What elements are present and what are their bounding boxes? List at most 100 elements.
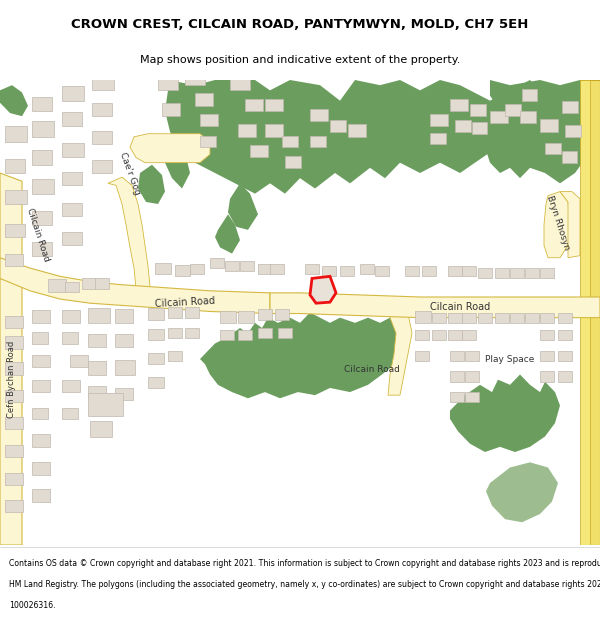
Bar: [462, 330, 476, 341]
Bar: [265, 99, 283, 111]
Bar: [545, 143, 561, 154]
Bar: [465, 351, 479, 361]
Text: HM Land Registry. The polygons (including the associated geometry, namely x, y c: HM Land Registry. The polygons (includin…: [9, 580, 600, 589]
Bar: [465, 392, 479, 402]
Bar: [95, 278, 109, 289]
Bar: [415, 311, 431, 323]
Bar: [115, 334, 133, 347]
Polygon shape: [270, 293, 600, 318]
Bar: [168, 308, 182, 318]
Bar: [148, 308, 164, 320]
Bar: [185, 308, 199, 318]
Text: Cilcain Road: Cilcain Road: [430, 302, 490, 312]
Bar: [510, 312, 524, 323]
Bar: [540, 371, 554, 382]
Bar: [275, 309, 289, 320]
Bar: [430, 114, 448, 126]
Bar: [200, 136, 216, 147]
Bar: [220, 311, 236, 323]
Bar: [495, 312, 509, 323]
Bar: [415, 351, 429, 361]
Bar: [162, 102, 180, 116]
Bar: [510, 268, 524, 278]
Bar: [148, 377, 164, 388]
Bar: [32, 179, 54, 194]
Bar: [62, 143, 84, 158]
Bar: [115, 388, 133, 401]
Text: Cefn Bychan Road: Cefn Bychan Road: [7, 341, 17, 418]
Bar: [32, 96, 52, 111]
Bar: [238, 311, 254, 323]
Bar: [5, 336, 23, 349]
Bar: [65, 281, 79, 292]
Text: Map shows position and indicative extent of the property.: Map shows position and indicative extent…: [140, 55, 460, 65]
Bar: [558, 371, 572, 382]
Bar: [32, 211, 52, 224]
Bar: [88, 308, 110, 323]
Bar: [115, 309, 133, 323]
Bar: [88, 361, 106, 374]
Polygon shape: [0, 278, 22, 545]
Bar: [5, 189, 27, 204]
Bar: [432, 312, 446, 323]
Bar: [490, 111, 508, 123]
Polygon shape: [544, 192, 570, 258]
Bar: [240, 261, 254, 271]
Polygon shape: [485, 80, 600, 183]
Bar: [210, 258, 224, 268]
Bar: [92, 102, 112, 116]
Bar: [448, 330, 462, 341]
Polygon shape: [0, 258, 270, 314]
Bar: [525, 268, 539, 278]
Bar: [238, 330, 252, 341]
Polygon shape: [580, 80, 600, 545]
Bar: [415, 330, 429, 341]
Bar: [148, 352, 164, 364]
Bar: [375, 266, 389, 276]
Bar: [265, 124, 283, 137]
Bar: [92, 77, 114, 91]
Bar: [558, 312, 572, 323]
Bar: [32, 434, 50, 447]
Bar: [32, 332, 48, 344]
Text: Contains OS data © Crown copyright and database right 2021. This information is : Contains OS data © Crown copyright and d…: [9, 559, 600, 568]
Bar: [558, 351, 572, 361]
Bar: [558, 330, 572, 341]
Bar: [348, 124, 366, 137]
Bar: [360, 264, 374, 274]
Text: Play Space: Play Space: [485, 354, 535, 364]
Bar: [522, 89, 537, 101]
Bar: [175, 265, 190, 276]
Bar: [258, 264, 272, 274]
Text: CROWN CREST, CILCAIN ROAD, PANTYMWYN, MOLD, CH7 5EH: CROWN CREST, CILCAIN ROAD, PANTYMWYN, MO…: [71, 18, 529, 31]
Bar: [450, 99, 468, 111]
Bar: [5, 362, 23, 374]
Bar: [62, 332, 78, 344]
Bar: [422, 266, 436, 276]
Bar: [155, 263, 171, 274]
Bar: [340, 266, 354, 276]
Bar: [448, 312, 462, 323]
Bar: [62, 172, 82, 186]
Bar: [405, 266, 419, 276]
Text: Bryn Rhosyn: Bryn Rhosyn: [545, 194, 571, 251]
Bar: [305, 264, 319, 274]
Polygon shape: [486, 462, 558, 522]
Bar: [115, 360, 135, 374]
Bar: [190, 264, 204, 274]
Bar: [5, 445, 23, 457]
Bar: [462, 266, 476, 276]
Bar: [478, 312, 492, 323]
Bar: [330, 120, 346, 132]
Bar: [465, 371, 479, 382]
Bar: [158, 77, 178, 91]
Bar: [168, 328, 182, 338]
Text: 100026316.: 100026316.: [9, 601, 56, 610]
Bar: [5, 499, 23, 512]
Bar: [540, 268, 554, 278]
Bar: [540, 351, 554, 361]
Bar: [495, 268, 509, 278]
Bar: [5, 159, 25, 173]
Bar: [148, 329, 164, 341]
Polygon shape: [165, 80, 545, 194]
